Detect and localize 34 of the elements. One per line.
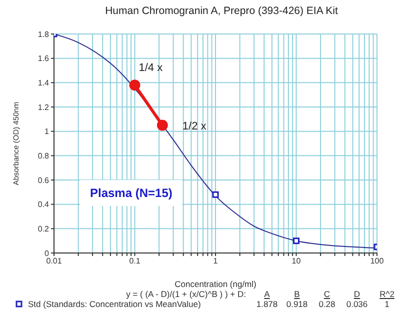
y-tick-label: 1.6: [38, 54, 50, 64]
y-tick-label: 0.6: [38, 176, 50, 185]
text: R^2: [378, 289, 396, 299]
point: [293, 238, 300, 244]
annotation: 1/4 x: [138, 62, 164, 74]
text: 1.878: [255, 299, 279, 309]
x-axis-title: Concentration (ng/ml): [174, 279, 257, 289]
x-tick-label: 100: [370, 256, 384, 266]
x-tick-label: 1: [213, 256, 218, 266]
x-tick-label: 0.1: [129, 256, 141, 266]
y-tick-label: 1.4: [38, 78, 50, 88]
x-tick-label: 10: [292, 256, 302, 266]
x-tick-label: 0.01: [46, 256, 62, 266]
text: C: [322, 289, 332, 299]
text: 0.918: [285, 299, 309, 309]
text: 0.036: [345, 299, 369, 309]
y-tick-label: 0: [44, 248, 50, 258]
annotation: 1/2 x: [182, 120, 207, 132]
annotation: Plasma (N=15): [80, 180, 182, 206]
text: 1: [384, 299, 390, 309]
y-tick-label: 0.8: [38, 152, 50, 161]
y-tick-label: 1.2: [38, 102, 50, 112]
text: D: [352, 289, 362, 299]
point: [129, 80, 140, 91]
text: A: [263, 289, 271, 299]
chart-title: Human Chromogranin A, Prepro (393-426) EIA Kit: [104, 4, 339, 19]
y-tick-label: 1: [44, 127, 50, 136]
y-tick-label: 1.8: [38, 30, 50, 39]
text: y = ( (A - D)/(1 + (x/C)^B ) ) + D:: [125, 289, 247, 299]
text: B: [293, 289, 301, 299]
y-tick-label: 0.4: [38, 200, 50, 210]
legend-label: Std (Standards: Concentration vs MeanValue): [27, 299, 202, 309]
text: 0.28: [318, 299, 336, 309]
y-tick-label: 0.2: [38, 224, 50, 234]
